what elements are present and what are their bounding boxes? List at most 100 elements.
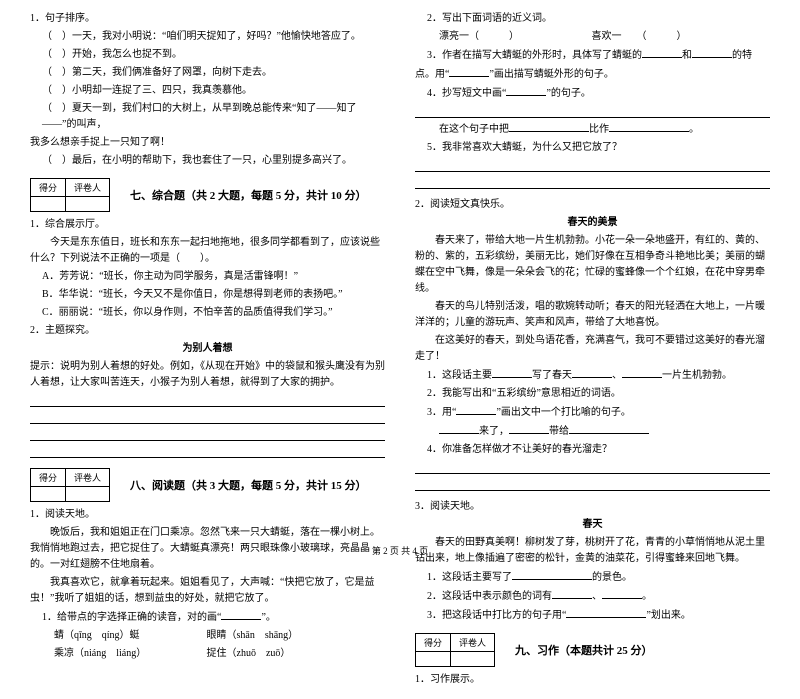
blank[interactable]: [602, 588, 642, 599]
blank[interactable]: [509, 423, 549, 434]
section-9-header: 得分评卷人 九、习作（本题共计 25 分）: [415, 633, 770, 667]
s8-p2: 我真喜欢它，就拿着玩起来。姐姐看见了，大声喊：“快把它放了，它是益虫！”我听了姐…: [30, 575, 385, 607]
s9-q1: 1．习作展示。: [415, 672, 770, 688]
q1-title: 1．句子排序。: [30, 11, 385, 27]
answer-blank[interactable]: [30, 428, 385, 441]
text: 2．这段话中表示颜色的词有: [427, 591, 552, 602]
grader-label: 评卷人: [66, 179, 110, 197]
blank[interactable]: [512, 569, 592, 580]
text: 的景色。: [592, 572, 632, 583]
q1-opt: （ ）一天，我对小明说：“咱们明天捉知了，好吗？”他愉快地答应了。: [30, 29, 385, 45]
s7-center: 为别人着想: [30, 341, 385, 357]
r-q3-s1: 1．这段话主要写了 的景色。: [415, 569, 770, 586]
text: 1．这段话主要: [427, 370, 492, 381]
q1-opt: （ ）小明却一连捉了三、四只，我真羡慕他。: [30, 83, 385, 99]
q1-opt: （ ）夏天一到，我们村口的大树上，从早到晚总能传来“知了——知了——”的叫声，: [30, 101, 385, 133]
grader-label: 评卷人: [66, 469, 110, 487]
score-box-7: 得分评卷人: [30, 178, 110, 212]
blank[interactable]: [449, 66, 489, 77]
blank[interactable]: [572, 367, 612, 378]
answer-blank[interactable]: [415, 478, 770, 491]
text: 点。用“: [415, 69, 449, 80]
text: 3．作者在描写大蜻蜓的外形时，具体写了蜻蜓的: [427, 50, 642, 61]
q1-opt: （ ）第二天，我们俩准备好了网罩，向树下走去。: [30, 65, 385, 81]
text: 1．这段话主要写了: [427, 572, 512, 583]
r-sub5: 5．我非常喜欢大蜻蜓，为什么又把它放了？: [415, 140, 770, 156]
section-7-title: 七、综合题（共 2 大题，每题 5 分，共计 10 分）: [130, 187, 367, 203]
r-q2-s2: 2．我能写出和“五彩缤纷”意思相近的词语。: [415, 386, 770, 402]
s7-opt: C．丽丽说：“班长，你以身作则，不怕辛苦的品质值得我们学习。”: [30, 305, 385, 321]
r-sub3: 3．作者在描写大蜻蜓的外形时，具体写了蜻蜓的和的特: [415, 47, 770, 64]
q1-opt: （ ）开始，我怎么也捉不到。: [30, 47, 385, 63]
score-label: 得分: [416, 634, 451, 652]
synonym-blank: 喜欢一 （ ）: [592, 31, 687, 42]
section-8-header: 得分评卷人 八、阅读题（共 3 大题，每题 5 分，共计 15 分）: [30, 468, 385, 502]
r-q2-s3c: 来了，带给: [415, 423, 770, 440]
blank[interactable]: [506, 85, 546, 96]
r-q3: 3．阅读天地。: [415, 499, 770, 515]
score-label: 得分: [31, 469, 66, 487]
r-q2: 2．阅读短文真快乐。: [415, 197, 770, 213]
section-9-title: 九、习作（本题共计 25 分）: [515, 642, 653, 658]
r-sub4c: 在这个句子中把比作。: [415, 121, 770, 138]
text: 比作: [589, 124, 609, 135]
text: 写了春天: [532, 370, 572, 381]
r-q3-title: 春天: [415, 517, 770, 533]
answer-blank[interactable]: [415, 176, 770, 189]
answer-blank[interactable]: [415, 461, 770, 474]
section-8-title: 八、阅读题（共 3 大题，每题 5 分，共计 15 分）: [130, 477, 367, 493]
blank[interactable]: [509, 121, 589, 132]
blank[interactable]: [566, 607, 646, 618]
blank[interactable]: [569, 423, 649, 434]
r-q2-p3: 在这美好的春天，到处鸟语花香，充满喜气，我可不要错过这美好的春光溜走了！: [415, 333, 770, 365]
text: 、: [612, 370, 622, 381]
r-q3-s3: 3．把这段话中打比方的句子用“ ”划出来。: [415, 607, 770, 624]
answer-blank[interactable]: [30, 394, 385, 407]
r-q2-s3: 3．用“”画出文中一个打比喻的句子。: [415, 404, 770, 421]
answer-blank[interactable]: [30, 445, 385, 458]
r-sub3d: 点。用“”画出描写蜻蜓外形的句子。: [415, 66, 770, 83]
text: 、: [592, 591, 602, 602]
blank[interactable]: [609, 121, 689, 132]
s7-opt: B．华华说：“班长，今天又不是你值日，你是想得到老师的表扬吧。”: [30, 287, 385, 303]
text: 1．给带点的字选择正确的读音，对的画“: [42, 612, 221, 623]
r-q2-s4: 4．你准备怎样做才不让美好的春光溜走？: [415, 442, 770, 458]
text: 来了，: [479, 426, 509, 437]
text: 3．把这段话中打比方的句子用“: [427, 610, 566, 621]
grader-label: 评卷人: [451, 634, 495, 652]
blank[interactable]: [552, 588, 592, 599]
answer-blank[interactable]: [415, 105, 770, 118]
q1-tail2: （ ）最后，在小明的帮助下，我也套住了一只，心里别提多高兴了。: [30, 153, 385, 169]
text: 3．用“: [427, 407, 456, 418]
r-q2-p2: 春天的鸟儿特别活泼，唱的歌婉转动听；春天的阳光轻洒在大地上，一片暖洋洋的；儿童的…: [415, 299, 770, 331]
s7-p1: 今天是东东值日，班长和东东一起扫地拖地，很多同学都看到了，应该说些 什么？下列说…: [30, 235, 385, 267]
r-sub2: 2．写出下面词语的近义词。: [415, 11, 770, 27]
r-q3-s2: 2．这段话中表示颜色的词有 、 。: [415, 588, 770, 605]
blank[interactable]: [492, 367, 532, 378]
blank[interactable]: [642, 47, 682, 58]
r-q2-s1: 1．这段话主要 写了春天 、 一片生机勃勃。: [415, 367, 770, 384]
r-q2-p1: 春天来了，带给大地一片生机勃勃。小花一朵一朵地盛开，有红的、黄的、粉的、紫的，五…: [415, 233, 770, 297]
text: ”。: [261, 612, 275, 623]
text: 在这个句子中把: [439, 124, 509, 135]
blank[interactable]: [439, 423, 479, 434]
s8-row: 蜻（qīng qíng）蜓 眼睛（shān shāng）: [30, 628, 385, 644]
blank[interactable]: [456, 404, 496, 415]
pinyin-choice: 乘凉（niáng liáng）: [54, 646, 204, 662]
text: 4．抄写短文中画“: [427, 88, 506, 99]
pinyin-choice: 捉住（zhuō zuō）: [207, 648, 291, 659]
blank[interactable]: [622, 367, 662, 378]
s7-p2: 提示：说明为别人着想的好处。例如，《从现在开始》中的袋鼠和猴头鹰没有为别人着想，…: [30, 359, 385, 391]
text: 一片生机勃勃。: [662, 370, 732, 381]
blank[interactable]: [221, 609, 261, 620]
answer-blank[interactable]: [30, 411, 385, 424]
section-7-header: 得分评卷人 七、综合题（共 2 大题，每题 5 分，共计 10 分）: [30, 178, 385, 212]
right-column: 2．写出下面词语的近义词。 漂亮一（ ） 喜欢一 （ ） 3．作者在描写大蜻蜓的…: [415, 10, 770, 689]
text: 。: [642, 591, 652, 602]
blank[interactable]: [692, 47, 732, 58]
answer-blank[interactable]: [415, 159, 770, 172]
r-q2-title: 春天的美景: [415, 215, 770, 231]
s7-opt: A．芳芳说：“班长，你主动为同学服务，真是活雷锋啊！”: [30, 269, 385, 285]
score-box-8: 得分评卷人: [30, 468, 110, 502]
text: ”划出来。: [646, 610, 690, 621]
